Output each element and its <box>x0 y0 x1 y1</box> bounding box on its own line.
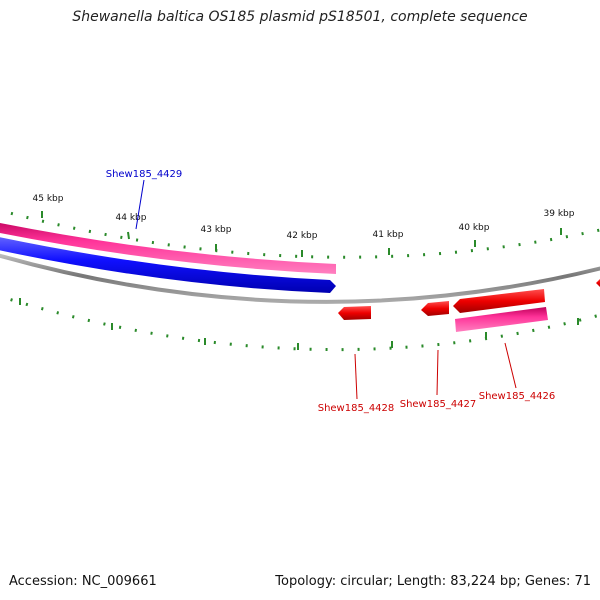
gene-label-shew185-4429: Shew185_4429 <box>106 169 183 180</box>
tick-label: 44 kbp <box>116 213 147 223</box>
tick-label: 45 kbp <box>33 194 64 204</box>
gene-label-shew185-4427: Shew185_4427 <box>400 399 477 410</box>
reverse-cds-4426 <box>453 289 545 313</box>
reverse-cds-4427 <box>421 301 449 316</box>
major-ticks <box>19 211 579 350</box>
tick-label: 43 kbp <box>201 225 232 235</box>
tick-label: 39 kbp <box>544 209 575 219</box>
forward-gene-track <box>0 223 336 274</box>
plasmid-title: Shewanella baltica OS185 plasmid pS18501… <box>72 9 528 25</box>
backbone-circle <box>0 253 600 304</box>
accession-label: Accession: NC_009661 <box>9 574 157 589</box>
leader-line <box>436 349 439 396</box>
tick-mark <box>127 231 130 240</box>
gene-label-shew185-4426: Shew185_4426 <box>479 391 556 402</box>
leader-line <box>504 342 517 389</box>
reverse-cds-edge <box>596 279 600 287</box>
tick-label: 42 kbp <box>287 231 318 241</box>
leader-line <box>135 179 145 230</box>
reverse-gene-4426 <box>455 307 548 332</box>
reverse-cds-4428 <box>338 306 371 320</box>
gene-label-shew185-4428: Shew185_4428 <box>318 403 395 414</box>
inner-tick-ring <box>0 294 600 352</box>
tick-label: 40 kbp <box>459 223 490 233</box>
forward-cds-track <box>0 237 336 293</box>
tick-label: 41 kbp <box>373 230 404 240</box>
topology-summary: Topology: circular; Length: 83,224 bp; G… <box>275 574 591 589</box>
leader-line <box>354 353 358 400</box>
